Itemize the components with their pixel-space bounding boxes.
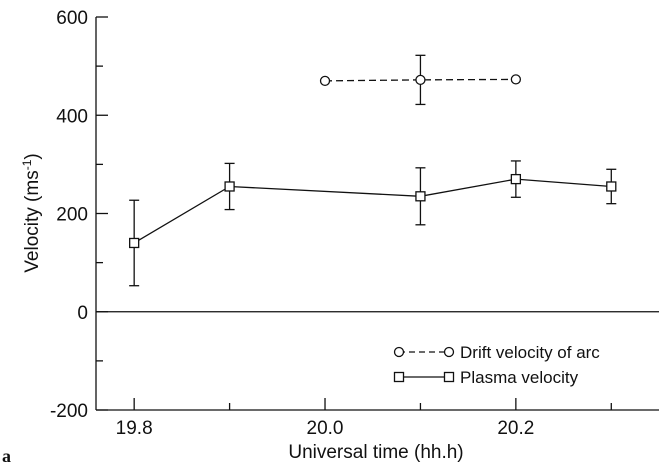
legend-marker: [443, 346, 455, 358]
data-point-square: [224, 181, 235, 192]
x-tick-label: 20.0: [307, 418, 344, 439]
data-point-square: [606, 181, 617, 192]
data-point-circle: [415, 74, 426, 86]
y-ticks: -200 0 200 400 600: [50, 8, 108, 422]
y-tick-label: 600: [56, 8, 88, 29]
data-point-square: [510, 173, 522, 185]
y-tick-label: -200: [50, 401, 88, 422]
legend-label: Plasma velocity: [460, 368, 579, 387]
series-line: [325, 78, 516, 82]
y-axis-title-superscript: -1: [20, 159, 34, 170]
data-point-square: [129, 237, 140, 249]
x-tick-label: 20.2: [497, 418, 534, 439]
legend-marker: [393, 371, 405, 383]
series-layer: [129, 54, 617, 287]
panel-label: a: [2, 446, 11, 464]
legend-marker: [443, 371, 455, 383]
y-axis-title: Velocity (ms-1): [20, 153, 43, 272]
x-ticks: 19.8 20.0 20.2: [116, 398, 612, 439]
series-drift-velocity: [319, 54, 522, 106]
y-tick-label: 400: [56, 106, 88, 127]
data-point-circle: [319, 75, 331, 87]
legend-label: Drift velocity of arc: [460, 343, 600, 362]
y-axis-title-main: Velocity (ms: [22, 170, 43, 272]
legend: Drift velocity of arc Plasma velocity: [393, 343, 600, 387]
series-line: [133, 178, 612, 244]
x-tick-label: 19.8: [116, 418, 153, 439]
x-axis-title: Universal time (hh.h): [288, 442, 463, 463]
y-axis-title-close: ): [22, 153, 43, 159]
y-tick-label: 0: [77, 303, 88, 324]
y-tick-label: 200: [56, 205, 88, 226]
series-plasma-velocity: [129, 160, 617, 287]
legend-marker: [393, 346, 405, 358]
data-point-circle: [510, 74, 522, 85]
data-point-square: [415, 191, 426, 202]
